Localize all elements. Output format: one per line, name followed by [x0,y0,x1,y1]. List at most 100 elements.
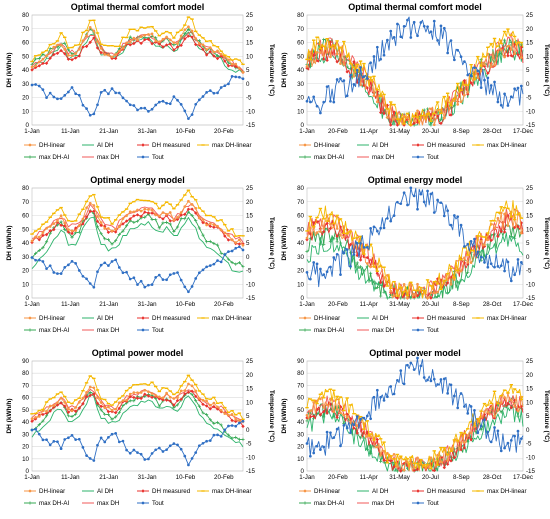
point-dh-measured [157,397,162,401]
y2-tick-label: 15 [526,213,533,220]
point-max-dh-ai [128,35,132,39]
point-dh-linear [429,291,433,295]
legend: DH-linear AI DH DH measured max DH-linearma… [24,142,252,161]
point-max-dh-linear [194,30,198,33]
point-dh-measured [234,419,238,424]
point-dh-linear [412,292,416,296]
point-max-dh-linear [429,467,433,470]
point-dh-linear [37,415,41,418]
x-tick-label: 11-Apr [360,301,378,308]
point-dh-measured [395,296,400,300]
point-dh-measured [204,53,209,57]
point-max-dh-linear [439,112,443,115]
point-tout [416,34,419,38]
point-max-dh-linear [422,464,426,466]
point-dh-measured [392,287,396,291]
point-max-dh-linear [352,413,356,415]
point-tout [81,103,85,107]
point-max-dh-linear [48,43,52,46]
point-max-dh-linear [212,216,216,218]
y2-tick-label: -5 [246,95,252,102]
point-max-dh-linear [422,114,426,116]
point-max-dh-linear [168,390,172,392]
x-tick-label: 10-Feb [176,474,196,481]
x-tick-label: 8-Sep [453,474,470,481]
point-dh-measured [84,395,89,399]
point-max-dh-linear [128,28,132,31]
point-max-dh-linear [92,377,96,380]
point-dh-linear [48,51,52,54]
legend-label-ai-dh: AI DH [372,315,389,322]
point-max-dh-linear [161,204,165,207]
point-max-dh-linear [355,63,359,66]
point-tout [452,394,456,398]
y-tick-label: 50 [297,53,304,60]
point-max-dh-linear [496,211,500,214]
point-max-dh-linear [362,62,366,65]
point-dh-linear [121,399,125,402]
point-max-dh-linear [315,402,319,405]
legend-marker-dh-measured [416,316,420,320]
point-max-dh-linear [168,203,172,205]
point-dh-measured [95,219,100,224]
point-max-dh-linear [335,214,339,217]
point-dh-measured [92,36,96,40]
point-dh-linear [197,216,201,220]
point-tout [319,111,322,115]
y2-tick-label: 10 [246,53,253,60]
point-max-dh-linear [509,34,513,36]
point-dh-measured [338,404,343,409]
point-max-dh-linear [405,294,410,297]
point-dh-linear [382,449,386,453]
point-max-dh-linear [378,265,383,267]
point-tout [479,424,483,428]
point-max-dh-ai [237,260,241,265]
x-tick-label: 20-Jul [422,474,439,481]
legend-marker-tout [416,501,420,505]
point-dh-linear [99,47,103,50]
point-tout [96,103,99,107]
point-max-dh-linear [479,65,483,67]
point-dh-linear [154,394,158,397]
point-tout [503,269,506,273]
series-line-max-dh-linear [306,384,524,470]
point-max-dh-ai [165,220,169,224]
point-dh-linear [449,283,453,286]
point-dh-linear [342,413,346,417]
point-max-dh-linear [204,398,209,400]
point-tout [509,279,513,283]
point-dh-linear [117,225,121,229]
point-max-dh-linear [143,383,147,385]
point-tout [41,438,45,442]
point-dh-measured [442,465,447,470]
legend-label-tout: Tout [152,327,164,334]
point-dh-measured [132,395,136,400]
point-dh-linear [48,404,52,408]
y2-tick-label: -10 [246,454,256,461]
point-tout [335,252,339,256]
point-dh-measured [226,238,231,242]
point-max-dh-linear [41,223,45,225]
point-max-dh-linear [516,391,520,394]
point-tout [187,290,190,294]
point-dh-linear [329,222,332,226]
point-max-dh-ai [479,428,483,432]
point-max-dh-ai [59,220,63,224]
point-dh-measured [146,394,151,398]
point-dh-linear [436,290,439,294]
point-max-dh-linear [358,235,363,238]
y2-tick-label: 20 [246,199,253,206]
point-dh-measured [66,410,71,414]
point-dh-measured [81,222,85,226]
point-max-dh-linear [33,230,38,232]
point-dh-linear [48,225,52,228]
point-max-dh-ai [212,241,216,246]
point-dh-linear [392,294,396,298]
y-tick-label: 30 [297,254,304,261]
point-tout [74,92,78,96]
point-max-dh-linear [41,408,45,411]
point-max-dh-ai [369,271,373,275]
point-max-dh-linear [132,200,136,203]
chart-panel-power-year: Optimal power model 0 10 20 30 40 50 60 70 80 90 -1… [275,346,550,519]
point-tout [212,433,216,437]
